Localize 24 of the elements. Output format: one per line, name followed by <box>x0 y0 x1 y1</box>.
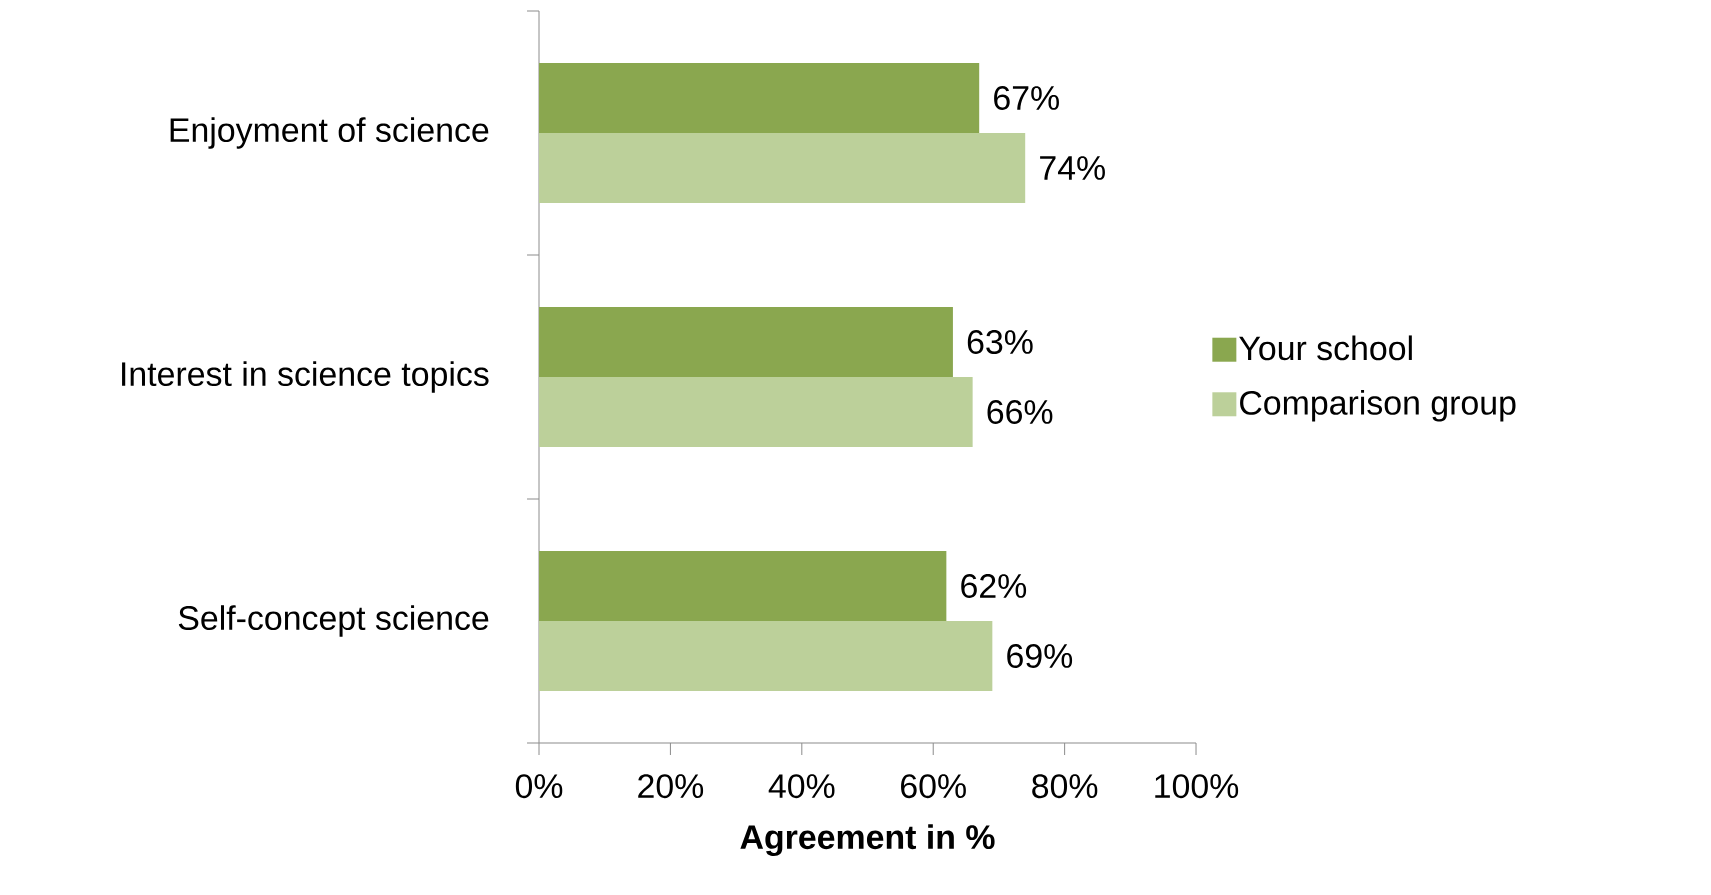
legend-label: Comparison group <box>1240 389 1516 422</box>
bar <box>539 551 947 621</box>
x-tick-label: 0% <box>515 774 563 799</box>
y-tick-label: Enjoyment of science <box>170 117 489 149</box>
x-tick-label: 80% <box>1032 774 1098 799</box>
x-axis-title: Agreement in % <box>740 824 995 856</box>
data-label: 69% <box>1007 644 1073 668</box>
data-label: 74% <box>1040 156 1105 180</box>
bar <box>539 132 1026 203</box>
x-tick-label: 100% <box>1155 774 1239 799</box>
x-tick-label: 20% <box>638 774 704 799</box>
bar <box>539 62 980 133</box>
y-tick-label: Self-concept science <box>178 605 489 637</box>
bar <box>539 307 953 377</box>
x-tick-label: 40% <box>768 774 835 799</box>
data-label: 63% <box>967 330 1033 354</box>
x-tick-label: 60% <box>901 774 966 799</box>
data-label: 62% <box>961 574 1027 598</box>
y-tick-label: Interest in science topics <box>122 361 489 393</box>
data-label: 66% <box>987 400 1053 424</box>
bar <box>539 621 993 692</box>
bar <box>539 377 973 447</box>
legend-label: Your school <box>1239 335 1412 361</box>
data-label: 67% <box>994 86 1059 110</box>
